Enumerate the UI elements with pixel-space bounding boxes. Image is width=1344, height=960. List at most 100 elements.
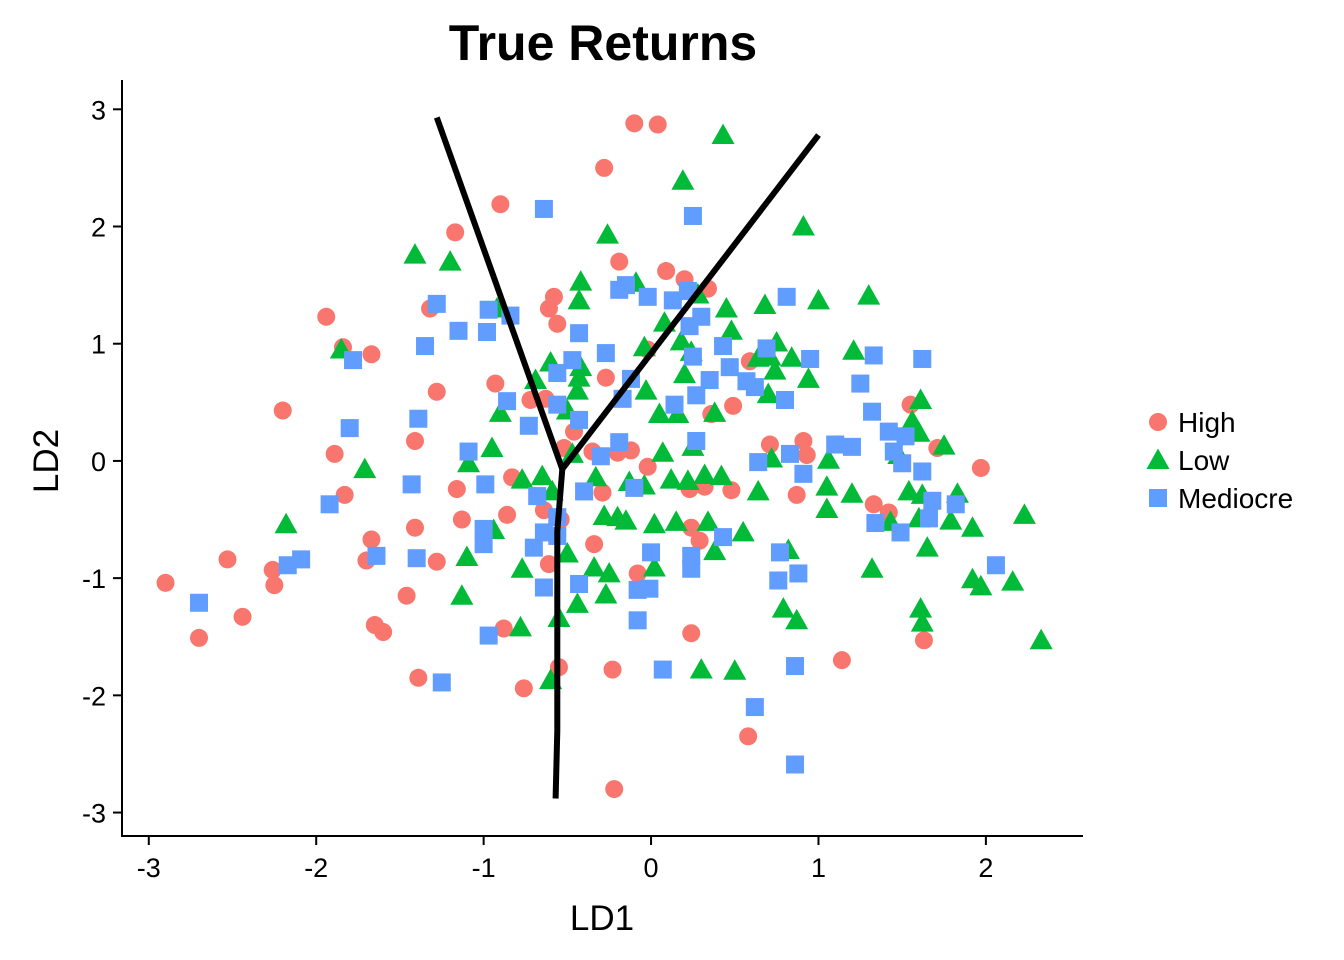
point-high <box>539 555 558 574</box>
point-high <box>603 660 622 679</box>
point-low <box>932 434 956 455</box>
point-mediocre <box>575 482 594 501</box>
series-low <box>274 123 1053 690</box>
point-mediocre <box>409 409 428 428</box>
point-high <box>447 480 466 499</box>
point-low <box>731 520 755 542</box>
point-low <box>584 465 608 487</box>
point-low <box>771 597 795 618</box>
point-mediocre <box>528 487 547 506</box>
point-mediocre <box>896 427 915 446</box>
point-low <box>817 448 841 469</box>
point-mediocre <box>683 347 702 366</box>
point-mediocre <box>749 453 768 472</box>
point-low <box>569 270 593 291</box>
y-tick-label: -1 <box>82 564 106 594</box>
point-low <box>703 539 727 561</box>
point-low <box>709 464 733 486</box>
point-mediocre <box>842 437 861 456</box>
point-mediocre <box>986 556 1005 575</box>
point-low <box>693 463 717 484</box>
point-high <box>585 535 604 554</box>
point-mediocre <box>474 519 493 538</box>
point-high <box>325 444 344 463</box>
point-mediocre <box>402 475 421 494</box>
point-mediocre <box>893 454 912 473</box>
point-low <box>567 366 591 387</box>
point-high <box>190 628 209 647</box>
point-high <box>405 518 424 537</box>
point-low <box>642 556 666 577</box>
point-mediocre <box>616 276 635 295</box>
point-high <box>263 560 282 579</box>
point-high <box>628 564 647 583</box>
point-low <box>939 509 963 530</box>
point-mediocre <box>427 294 446 313</box>
point-high <box>494 619 513 638</box>
point-mediocre <box>625 478 644 497</box>
point-low <box>909 388 933 409</box>
point-mediocre <box>570 324 589 343</box>
point-high <box>638 457 657 476</box>
point-low <box>703 401 727 422</box>
point-mediocre <box>786 755 805 774</box>
point-mediocre <box>524 538 543 557</box>
point-mediocre <box>548 395 567 414</box>
point-high <box>596 368 615 387</box>
point-low <box>664 510 688 531</box>
point-mediocre <box>745 698 764 717</box>
point-low <box>480 436 504 458</box>
point-mediocre <box>596 344 615 363</box>
point-high <box>427 382 446 401</box>
point-low <box>806 288 830 310</box>
point-low <box>450 584 474 605</box>
point-low <box>403 243 427 264</box>
point-low <box>597 561 621 583</box>
point-mediocre <box>683 206 702 225</box>
point-mediocre <box>714 337 733 356</box>
legend-label: Mediocre <box>1178 483 1293 514</box>
point-low <box>565 379 589 400</box>
point-mediocre <box>548 364 567 383</box>
point-high <box>605 780 624 799</box>
point-mediocre <box>610 433 629 452</box>
point-mediocre <box>801 349 820 368</box>
point-low <box>671 169 695 190</box>
ticks: -3 -2 -1 0 1 2 -3 -2 -1 0 1 2 3 <box>82 95 993 883</box>
point-high <box>156 573 175 592</box>
point-low <box>780 346 804 367</box>
point-low <box>753 293 777 315</box>
point-high <box>724 396 743 415</box>
point-low <box>673 362 697 384</box>
point-mediocre <box>534 199 553 218</box>
point-low <box>840 482 864 503</box>
point-mediocre <box>628 611 647 630</box>
point-high <box>548 314 567 333</box>
point-low <box>785 608 809 630</box>
point-mediocre <box>891 523 910 542</box>
legend-item-low: Low <box>1146 445 1230 476</box>
x-tick-label: 0 <box>644 853 659 883</box>
legend-item-high: High <box>1149 407 1236 438</box>
point-high <box>514 679 533 698</box>
point-mediocre <box>700 371 719 390</box>
point-high <box>397 586 416 605</box>
y-axis-label: LD2 <box>27 429 66 493</box>
point-high <box>491 195 510 214</box>
point-low <box>594 583 618 604</box>
point-high <box>722 481 741 500</box>
legend: High Low Mediocre <box>1146 407 1293 514</box>
y-tick-label: 2 <box>91 213 106 243</box>
point-mediocre <box>789 564 808 583</box>
point-high <box>362 530 381 549</box>
point-mediocre <box>826 435 845 454</box>
point-mediocre <box>687 386 706 405</box>
legend-label: Low <box>1178 445 1230 476</box>
point-mediocre <box>638 287 657 306</box>
point-high <box>648 115 667 134</box>
point-low <box>915 536 939 557</box>
point-high <box>218 550 237 569</box>
point-mediocre <box>653 660 672 679</box>
